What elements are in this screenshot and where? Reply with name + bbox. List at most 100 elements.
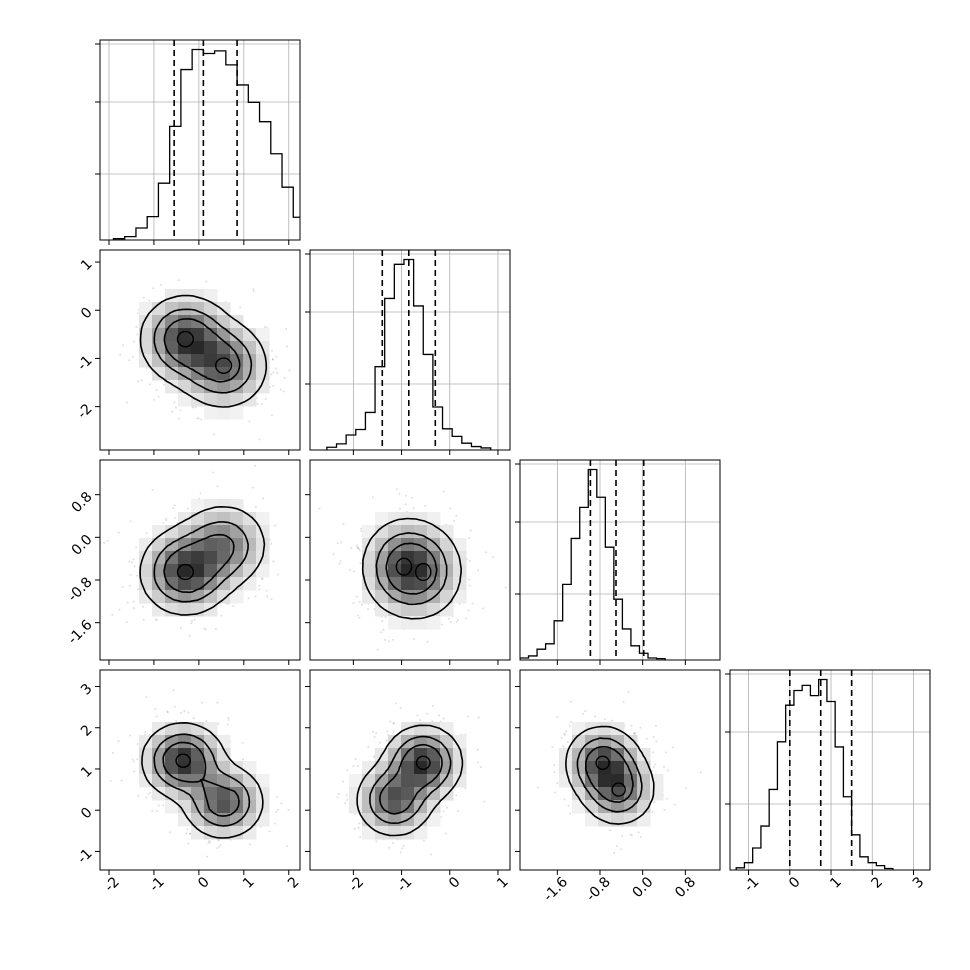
histogram-step [520, 468, 666, 660]
scatter-point [358, 616, 361, 619]
density-cell [388, 800, 402, 814]
density-cell [388, 616, 402, 630]
scatter-point [375, 731, 378, 734]
scatter-point [232, 604, 235, 607]
x-tick-label: -1 [394, 874, 415, 895]
scatter-point [199, 492, 202, 495]
scatter-point [504, 586, 507, 589]
density-cell [243, 564, 257, 578]
scatter-point [173, 705, 176, 708]
scatter-point [137, 794, 140, 797]
density-cell [401, 774, 415, 788]
scatter-point [392, 722, 395, 725]
scatter-point [465, 617, 468, 620]
density-cell [217, 302, 231, 316]
density-cell [217, 590, 231, 604]
scatter-point [166, 710, 169, 713]
scatter-point [268, 830, 271, 833]
density-cell [572, 774, 586, 788]
density-cell [624, 735, 638, 749]
density-cell [427, 525, 441, 539]
scatter-point [567, 804, 570, 807]
histogram-panel-2 [305, 249, 511, 455]
density-cell [178, 367, 192, 381]
scatter-point [208, 840, 211, 843]
density-cell [243, 577, 257, 591]
scatter-point [155, 810, 158, 813]
scatter-point [227, 716, 230, 719]
histogram-panel-1 [95, 39, 301, 245]
scatter-point [357, 827, 360, 830]
scatter-point [270, 349, 273, 352]
scatter-point [169, 831, 172, 834]
scatter-point [173, 504, 176, 507]
scatter-point [137, 312, 140, 315]
density-cell [375, 761, 389, 775]
scatter-point [584, 710, 587, 713]
scatter-point [379, 631, 382, 634]
scatter-point [358, 549, 361, 552]
scatter-point [346, 798, 349, 801]
scatter-point [128, 560, 131, 563]
density-cell [204, 538, 218, 552]
scatter-point [172, 506, 175, 509]
scatter-point [399, 707, 402, 710]
scatter-point [136, 574, 139, 577]
scatter-point [270, 414, 273, 417]
density-cell [217, 826, 231, 840]
density-cell [191, 735, 205, 749]
x-tick-label: -2 [346, 874, 367, 895]
scatter-point [162, 804, 165, 807]
density-cell [598, 722, 612, 736]
scatter-point [455, 794, 458, 797]
scatter-point [537, 786, 540, 789]
density-cell [349, 787, 363, 801]
scatter-point [426, 712, 429, 715]
density-cell [585, 787, 599, 801]
density-cell [453, 590, 467, 604]
scatter-point [468, 536, 471, 539]
scatter-point [145, 531, 148, 534]
scatter-point [442, 717, 445, 720]
density-cell [178, 603, 192, 617]
scatter-point [556, 716, 559, 719]
histogram-step [735, 678, 894, 870]
density-cell [165, 761, 179, 775]
density-cell [165, 564, 179, 578]
scatter-point [129, 734, 132, 737]
scatter-point [262, 497, 265, 500]
scatter-point [444, 832, 447, 835]
density-cell [152, 525, 166, 539]
scatter-point [620, 848, 623, 851]
scatter-point [132, 340, 135, 343]
scatter-point [581, 712, 584, 715]
scatter-point [645, 737, 648, 740]
scatter-point [249, 843, 252, 846]
density-cell [217, 393, 231, 407]
density-cell [401, 577, 415, 591]
scatter-point [275, 367, 278, 370]
density-cell [624, 800, 638, 814]
scatter-point [392, 842, 395, 845]
contour-line [415, 755, 431, 770]
scatter-point [260, 577, 263, 580]
density-cell [362, 761, 376, 775]
axes-frame [99, 249, 301, 451]
scatter-point [654, 763, 657, 766]
scatter-point [341, 780, 344, 783]
scatter-point [393, 722, 396, 725]
density-cell [414, 512, 428, 526]
scatter-point [399, 851, 402, 854]
density-cell [178, 735, 192, 749]
density-cell [375, 590, 389, 604]
density-cell [243, 341, 257, 355]
density-cell [401, 761, 415, 775]
scatter-point [272, 385, 275, 388]
scatter-point [633, 732, 636, 735]
scatter-point [353, 827, 356, 830]
scatter-point [359, 562, 362, 565]
axes-frame [729, 669, 931, 871]
scatter-point [271, 358, 274, 361]
y-tick-label: -0.8 [65, 574, 96, 605]
contour-line [395, 557, 413, 576]
